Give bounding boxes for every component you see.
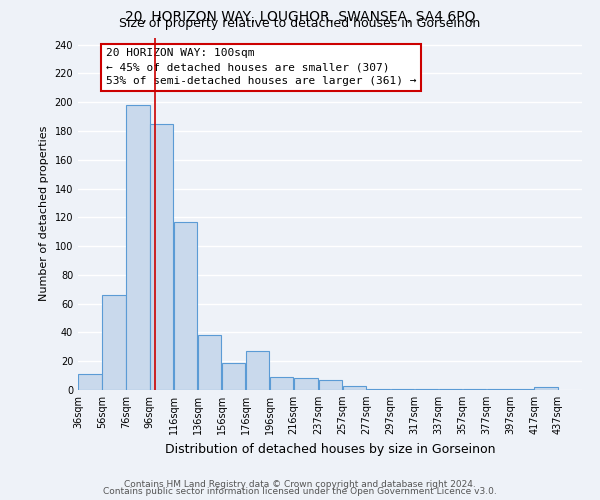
Bar: [78, 374, 101, 390]
Bar: [535, 387, 558, 390]
X-axis label: Distribution of detached houses by size in Gorseinon: Distribution of detached houses by size …: [165, 442, 495, 456]
Text: Contains public sector information licensed under the Open Government Licence v3: Contains public sector information licen…: [103, 487, 497, 496]
Bar: [439, 388, 462, 390]
Y-axis label: Number of detached properties: Number of detached properties: [39, 126, 49, 302]
Text: 20 HORIZON WAY: 100sqm
← 45% of detached houses are smaller (307)
53% of semi-de: 20 HORIZON WAY: 100sqm ← 45% of detached…: [106, 48, 416, 86]
Bar: [343, 386, 366, 390]
Bar: [222, 362, 245, 390]
Text: Size of property relative to detached houses in Gorseinon: Size of property relative to detached ho…: [119, 18, 481, 30]
Bar: [174, 222, 197, 390]
Bar: [487, 388, 510, 390]
Bar: [294, 378, 319, 390]
Bar: [270, 377, 293, 390]
Text: Contains HM Land Registry data © Crown copyright and database right 2024.: Contains HM Land Registry data © Crown c…: [124, 480, 476, 489]
Bar: [391, 388, 414, 390]
Bar: [415, 388, 438, 390]
Bar: [463, 388, 486, 390]
Bar: [102, 295, 125, 390]
Bar: [198, 336, 221, 390]
Bar: [246, 351, 269, 390]
Bar: [319, 380, 342, 390]
Bar: [150, 124, 173, 390]
Text: 20, HORIZON WAY, LOUGHOR, SWANSEA, SA4 6PQ: 20, HORIZON WAY, LOUGHOR, SWANSEA, SA4 6…: [125, 10, 475, 24]
Bar: [511, 388, 534, 390]
Bar: [367, 388, 390, 390]
Bar: [126, 105, 149, 390]
